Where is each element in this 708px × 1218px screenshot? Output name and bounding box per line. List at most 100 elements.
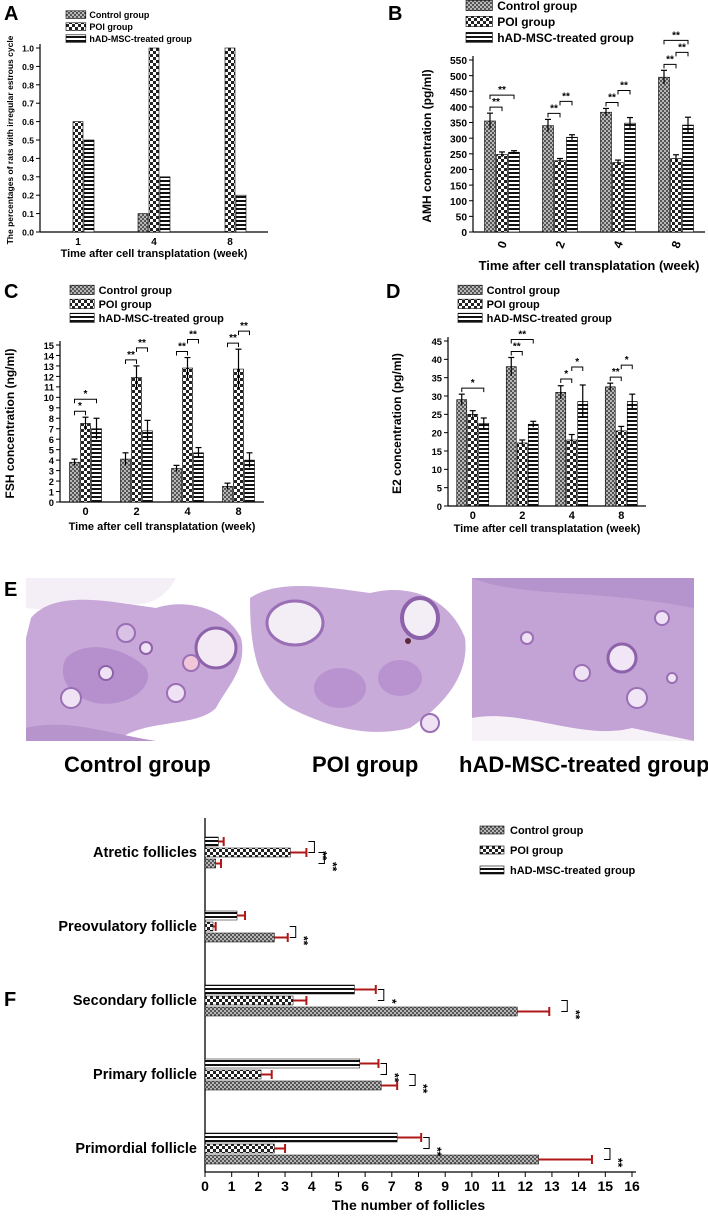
panel-c-ylabel: FSH concentration (ng/ml) [3,348,17,498]
panel-d-bar-0-2 [555,392,567,507]
panel-b-ytick-label: 150 [450,181,467,192]
panel-c-sig-bracket [74,398,97,404]
panel-d-ytick-label: 25 [432,410,442,420]
panel-c-sig-bracket [136,347,148,352]
panel-c-sig-label: * [84,389,88,400]
panel-c-ytick-label: 4 [49,456,55,466]
panel-d-sig-label: ** [518,330,526,341]
panel-f-xtick-label: 10 [464,1178,480,1194]
panel-b-xtick-label: 0 [495,239,511,250]
panel-a-bar-2-2 [235,194,247,233]
panel-c-bar-1-0 [80,423,91,503]
panel-a-legend-swatch-1 [65,22,87,31]
panel-a-ytick-label: 1.0 [22,44,34,54]
panel-d-sig-bracket [571,366,584,371]
panel-c-legend-swatch-2 [69,312,95,323]
panel-b-bar-1-0 [496,154,508,233]
panel-f-sig-label: ** [325,862,339,872]
panel-b-ytick-label: 0 [461,228,467,239]
panel-f-xlabel: The number of follicles [332,1197,485,1213]
panel-f-sig-label: ** [315,851,329,861]
panel-d-legend-label-2: hAD-MSC-treated group [487,313,613,325]
panel-d-bar-2-3 [626,401,638,507]
panel-b-sig-bracket [663,63,677,69]
panel-d-bar-0-3 [604,386,616,507]
panel-c-sig-label: ** [127,350,135,361]
histology-image-treated [472,578,694,741]
panel-d-sig-label: * [625,355,629,366]
panel-f-xtick-label: 5 [335,1178,343,1194]
panel-b-bar-0-3 [658,76,670,233]
panel-f-category-label: Preovulatory follicle [58,919,197,935]
panel-c-ytick-label: 8 [49,414,54,424]
panel-c-ytick-label: 0 [49,498,54,508]
panel-a-bar-0-1 [137,213,149,233]
panel-c-legend-swatch-1 [69,298,95,309]
panel-f-legend-swatch-0 [479,825,505,835]
panel-d-ytick-label: 5 [437,484,442,494]
panel-c-sig-bracket [238,330,250,336]
panel-b-sig-bracket [663,39,689,45]
panel-a-ytick-label: 0.2 [22,191,34,201]
panel-a-ytick-label: 0.4 [22,154,34,164]
panel-b-ytick-label: 300 [450,134,467,145]
panel-f-sig-bracket [377,989,385,1001]
panel-c-ytick-label: 14 [44,351,55,361]
panel-f-sig-bracket [289,926,297,938]
panel-b-legend-swatch-1 [465,16,493,27]
panel-d-sig-label: * [564,369,568,380]
panel-c-ytick-label: 13 [44,362,54,372]
panel-b-xtick-label: 8 [669,239,685,250]
panel-d-legend-swatch-1 [457,298,483,309]
panel-d-ytick-label: 40 [432,355,442,365]
panel-f-xtick-label: 9 [441,1178,449,1194]
panel-b-sig-bracket [559,100,573,106]
panel-c-sig-label: ** [229,333,237,344]
panel-c-ytick-label: 15 [44,341,54,351]
panel-d-sig-bracket [510,351,523,356]
panel-a-xlabel: Time after cell transplatation (week) [61,248,248,260]
panel-b-sig-label: ** [550,103,558,114]
panel-f-sig-bracket [318,852,325,864]
panel-f-bar-1-1 [204,921,214,932]
panel-f-bar-2-1 [204,910,238,921]
panel-a-legend-label-1: POI group [89,22,133,32]
panel-c-ytick-label: 10 [44,393,54,403]
panel-d-xlabel: Time after cell transplatation (week) [454,523,641,535]
panel-a-letter: A [4,3,18,25]
panel-d-ytick-label: 10 [432,465,442,475]
panel-f-sig-label: ** [416,1084,430,1094]
panel-d-legend-swatch-2 [457,312,483,323]
panel-f-xtick-label: 4 [308,1178,316,1194]
panel-f-xtick-label: 12 [517,1178,533,1194]
panel-b-ytick-label: 350 [450,119,467,130]
panel-f-xtick-label: 7 [388,1178,396,1194]
panel-c-sig-label: ** [138,338,146,349]
panel-a-ytick-label: 0.8 [22,80,34,90]
panel-d-sig-label: * [471,378,475,389]
panel-c-ytick-label: 1 [49,487,54,497]
panel-b-bar-2-2 [624,122,636,233]
panel-f-legend-label-0: Control group [510,825,584,837]
panel-c-legend-label-2: hAD-MSC-treated group [99,313,225,325]
panel-f-xtick-label: 0 [201,1178,209,1194]
panel-a-legend-label-0: Control group [89,10,149,20]
panel-a-xtick-label: 1 [75,237,81,248]
panel-b-bar-1-2 [612,162,624,233]
panel-d-xtick-label: 8 [618,510,624,522]
panel-b-sig-bracket [489,94,515,100]
panel-b-sig-label: ** [620,80,628,91]
panel-c-sig-bracket [74,410,86,416]
panel-f-legend-swatch-2 [479,865,505,875]
panel-b-xtick-label: 2 [553,239,569,250]
panel-a-ytick-label: 0.1 [22,209,34,219]
panel-d-ytick-label: 45 [432,337,442,347]
histology-caption-control: Control group [64,752,211,777]
panel-b-legend-label-1: POI group [497,15,555,29]
panel-d-legend-swatch-0 [457,284,483,295]
panel-d-bar-2-0 [478,423,490,507]
panel-b-ytick-label: 200 [450,166,467,177]
histology-image-control [26,578,248,741]
panel-f-sig-label: ** [611,1158,625,1168]
panel-a-ytick-label: 0.7 [22,99,34,109]
